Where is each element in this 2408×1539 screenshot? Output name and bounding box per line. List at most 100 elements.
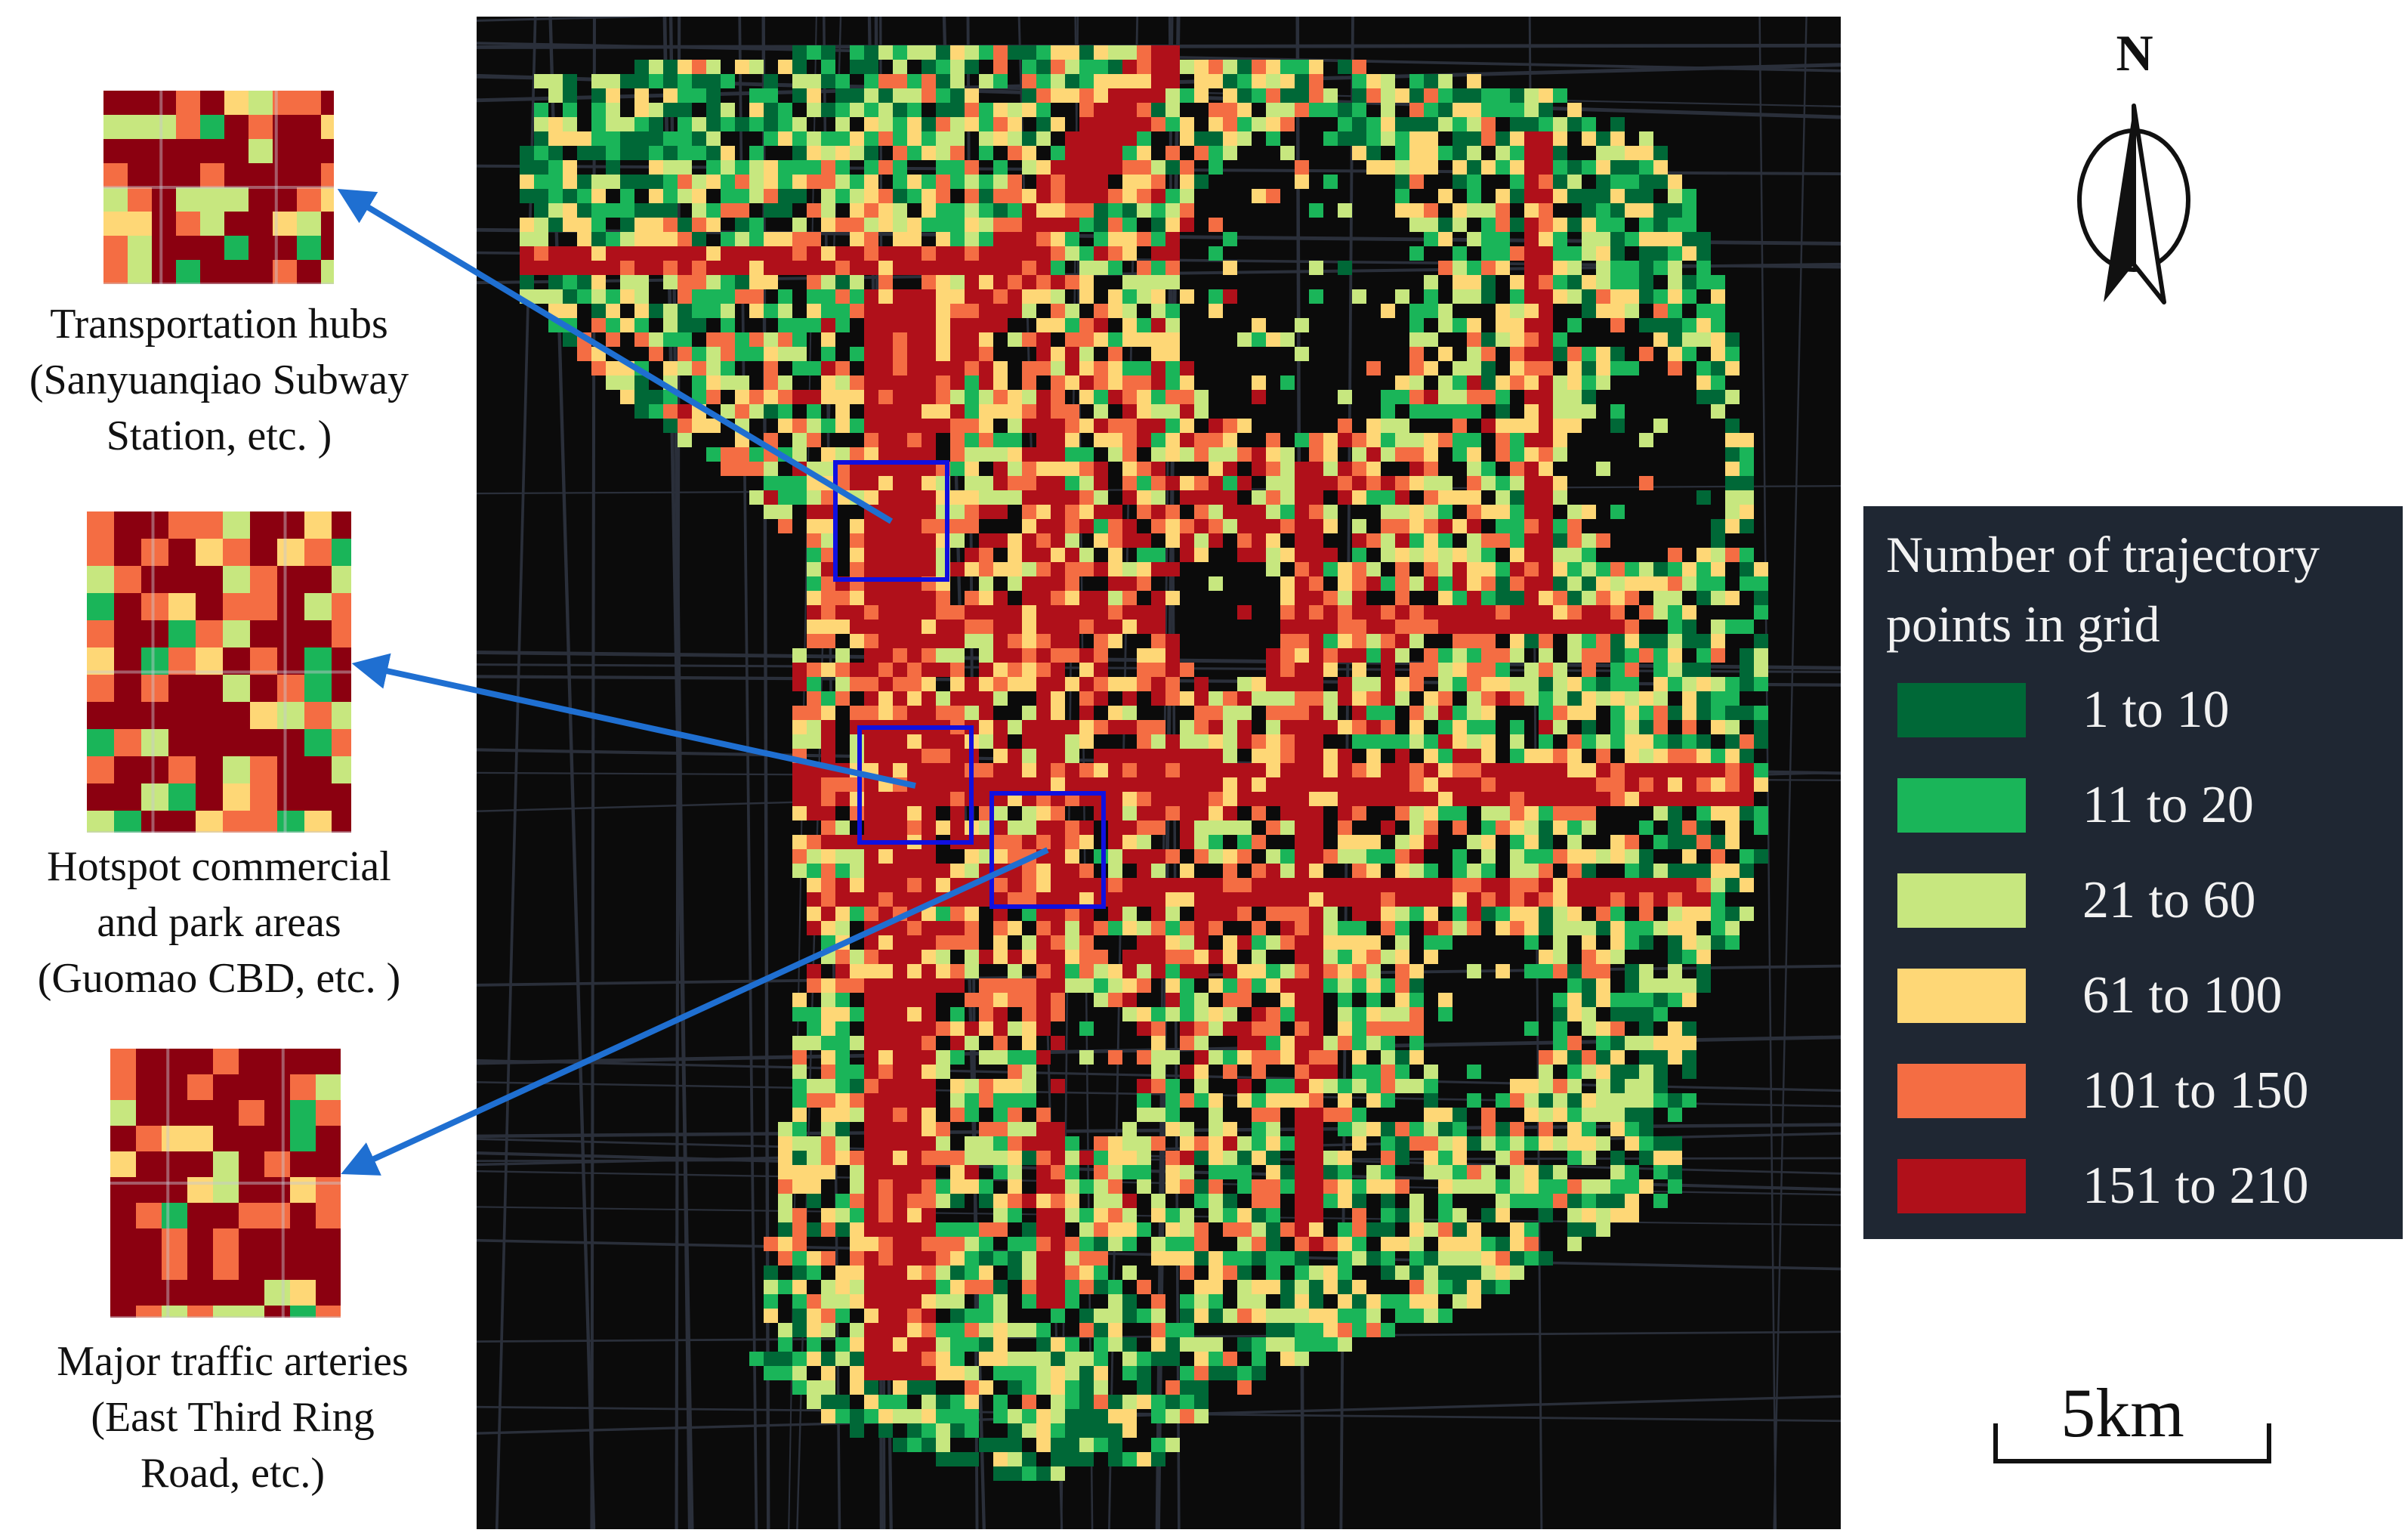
grid-cell (1036, 1222, 1051, 1237)
grid-cell (950, 390, 965, 404)
grid-cell (835, 1194, 850, 1208)
grid-cell (1122, 304, 1137, 318)
grid-cell (1596, 892, 1610, 907)
grid-cell (979, 404, 993, 419)
grid-cell (1453, 390, 1467, 404)
grid-cell (764, 505, 778, 519)
grid-cell (1481, 706, 1496, 720)
grid-cell (1625, 777, 1639, 792)
grid-cell (1079, 275, 1094, 289)
grid-cell (1079, 160, 1094, 175)
grid-cell (1653, 304, 1668, 318)
grid-cell (1409, 907, 1424, 921)
grid-cell (1395, 175, 1409, 189)
grid-cell (778, 490, 792, 505)
grid-cell (1496, 763, 1510, 777)
grid-cells (520, 45, 1768, 1481)
grid-cell (993, 978, 1008, 993)
grid-cell (1424, 706, 1438, 720)
grid-cell (1266, 978, 1280, 993)
grid-cell (1079, 720, 1094, 734)
grid-cell (993, 620, 1008, 634)
grid-cell (1539, 792, 1553, 806)
grid-cell (1194, 892, 1209, 907)
grid-cell (1295, 1323, 1309, 1337)
grid-cell (1381, 907, 1395, 921)
grid-cell (1696, 777, 1711, 792)
grid-cell (864, 663, 878, 677)
grid-cell (1165, 261, 1180, 275)
grid-cell (606, 74, 620, 88)
grid-cell (936, 218, 950, 232)
grid-cell (922, 576, 936, 591)
grid-cell (979, 433, 993, 447)
grid-cell (878, 189, 893, 203)
grid-cell (1510, 189, 1524, 203)
grid-cell (1022, 103, 1036, 117)
grid-cell (1409, 878, 1424, 892)
grid-cell (965, 505, 979, 519)
grid-cell (1180, 1007, 1194, 1021)
grid-cell (1122, 1294, 1137, 1309)
grid-cell (1108, 1208, 1122, 1222)
grid-cell (1266, 1136, 1280, 1151)
grid-cell (893, 1366, 907, 1380)
grid-cell (1137, 189, 1151, 203)
grid-cell (1381, 160, 1395, 175)
grid-cell (1079, 864, 1094, 878)
grid-cell (1151, 261, 1165, 275)
grid-cell (1381, 1323, 1395, 1337)
grid-cell (1553, 289, 1567, 304)
grid-cell (1194, 1136, 1209, 1151)
grid-cell (606, 175, 620, 189)
grid-cell (692, 88, 706, 103)
grid-cell (1151, 476, 1165, 490)
grid-cell (792, 390, 807, 404)
grid-cell (1496, 964, 1510, 978)
grid-cell (749, 1352, 764, 1366)
grid-cell (850, 806, 864, 820)
grid-cell (936, 878, 950, 892)
grid-cell (1754, 806, 1768, 820)
grid-cell (1596, 375, 1610, 390)
grid-cell (778, 246, 792, 261)
grid-cell (1567, 978, 1582, 993)
grid-cell (1252, 1179, 1266, 1194)
grid-cell (1438, 663, 1453, 677)
grid-cell (950, 792, 965, 806)
grid-cell (1395, 691, 1409, 706)
grid-cell (1653, 160, 1668, 175)
grid-cell (1223, 419, 1237, 433)
grid-cell (1438, 1136, 1453, 1151)
grid-cell (1725, 734, 1740, 749)
grid-cell (1151, 634, 1165, 648)
grid-cell (1295, 892, 1309, 907)
grid-cell (850, 103, 864, 117)
grid-cell (850, 203, 864, 218)
grid-cell (1137, 1222, 1151, 1237)
grid-cell (1022, 591, 1036, 605)
grid-cell (893, 777, 907, 792)
grid-cell (1295, 749, 1309, 763)
grid-cell (878, 562, 893, 576)
grid-cell (1022, 978, 1036, 993)
grid-cell (979, 993, 993, 1007)
grid-cell (1051, 691, 1065, 706)
grid-cell (1725, 921, 1740, 935)
grid-cell (1553, 88, 1567, 103)
grid-cell (907, 519, 922, 533)
grid-cell (1668, 218, 1682, 232)
grid-cell (1409, 246, 1424, 261)
grid-cell (1553, 605, 1567, 620)
grid-cell (1151, 1323, 1165, 1337)
grid-cell (1496, 433, 1510, 447)
grid-cell (1079, 964, 1094, 978)
grid-cell (1051, 964, 1065, 978)
grid-cell (1022, 634, 1036, 648)
grid-cell (1381, 777, 1395, 792)
grid-cell (936, 246, 950, 261)
grid-cell (764, 103, 778, 117)
grid-cell (1237, 1309, 1252, 1323)
grid-cell (821, 146, 835, 160)
grid-cell (792, 706, 807, 720)
